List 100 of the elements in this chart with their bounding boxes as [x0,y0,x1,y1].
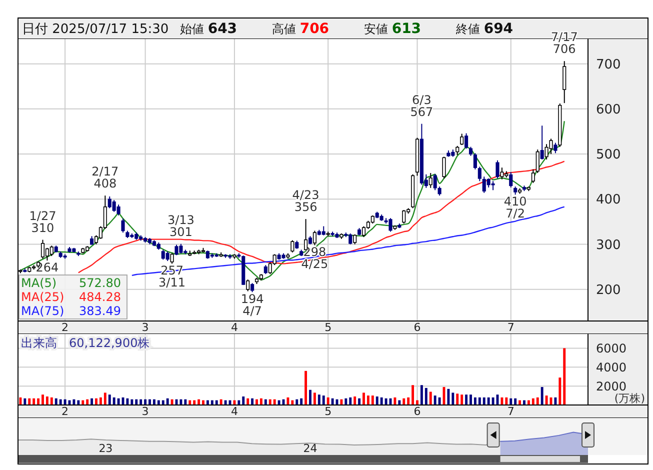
bar [545,396,548,405]
annotation: 4/23 356 [292,188,320,214]
bar [384,398,388,405]
candlestick [362,226,366,238]
annotation: 2/17 408 [92,164,119,191]
bar [536,397,539,405]
bar [108,394,111,405]
text: MA(5) 572.80 [21,276,121,290]
bar [510,398,512,405]
bar [354,396,356,405]
bar [514,398,517,405]
x-tick-label: 24 [303,442,318,455]
bar [447,388,450,405]
bar [95,398,98,405]
candlestick [464,132,468,150]
bar [478,397,481,405]
bar [260,398,262,405]
bar [322,396,325,405]
candlestick [473,152,477,170]
annotation: 194 4/7 [240,292,264,318]
y-axis-title: (万株) [614,392,645,405]
bar [563,348,566,405]
y-tick-label: 4000 [596,360,627,374]
candlestick [562,60,566,104]
x-tick-label: 5 [324,321,332,334]
annotation: 1/27 310 [29,208,56,235]
bar [112,397,116,405]
bar [318,394,320,405]
bar [313,392,316,405]
text: 安値 613 [364,21,422,37]
bar [117,398,120,405]
candlestick [116,204,120,216]
candlestick [174,244,178,256]
bar [300,398,303,405]
bar [37,398,40,405]
bar [487,397,490,405]
y-tick-label: 6000 [596,341,627,356]
bar [465,394,468,405]
bar [492,397,494,405]
x-tick-label: 7 [507,405,514,418]
bar [438,397,441,405]
bar [126,398,129,405]
bar [42,394,44,405]
bar [362,392,365,405]
bar [420,385,423,405]
candlestick [402,210,406,224]
bar [24,398,26,405]
text: 終値 694 [455,21,514,37]
bar [470,394,472,405]
bar [50,397,53,405]
candlestick [40,239,45,260]
bar [358,398,361,405]
candlestick [264,264,268,275]
candlestick [468,146,473,156]
annotation: 410 7/2 [504,194,527,221]
chart-title: 日付 2025/07/17 15:30 [22,22,169,37]
bar [90,398,94,405]
text: MA(75) 383.49 [21,304,121,318]
bar [482,397,486,405]
x-tick-label: 6 [414,321,421,334]
x-tick-label: 2 [62,405,69,418]
bar [242,396,245,405]
bar [46,396,48,405]
line-series [78,160,565,274]
y-tick-label: 600 [596,102,621,118]
candlestick [290,240,294,253]
bar [500,397,504,405]
bar [380,397,383,405]
y-tick-label: 400 [596,192,621,208]
bar [326,397,330,405]
candlestick [478,166,482,182]
bar [540,387,544,405]
candlestick [456,145,460,156]
bar [402,398,406,405]
bar [376,396,378,405]
bar [456,394,459,405]
bar [246,398,250,405]
x-tick-label: 6 [414,405,421,418]
x-tick-label: 5 [324,405,332,418]
candlestick [428,172,432,188]
x-tick-label: 3 [142,321,149,334]
candlestick [50,245,54,257]
candlestick [496,160,500,179]
candlestick [250,282,254,293]
bar [286,397,290,405]
candlestick [388,218,392,232]
bar [429,392,432,405]
bar [460,394,464,405]
bar [452,392,454,405]
bar [28,398,31,405]
bar [558,378,562,405]
text: 始値 643 [180,21,238,37]
candlestick [312,230,316,246]
chart-title: 出来高 60,122,900株 [21,336,150,350]
bar [407,397,410,405]
bar [331,398,334,405]
candlestick [442,156,446,179]
x-tick-label: 4 [230,321,238,334]
candlestick [500,167,504,180]
candlestick [460,133,464,146]
